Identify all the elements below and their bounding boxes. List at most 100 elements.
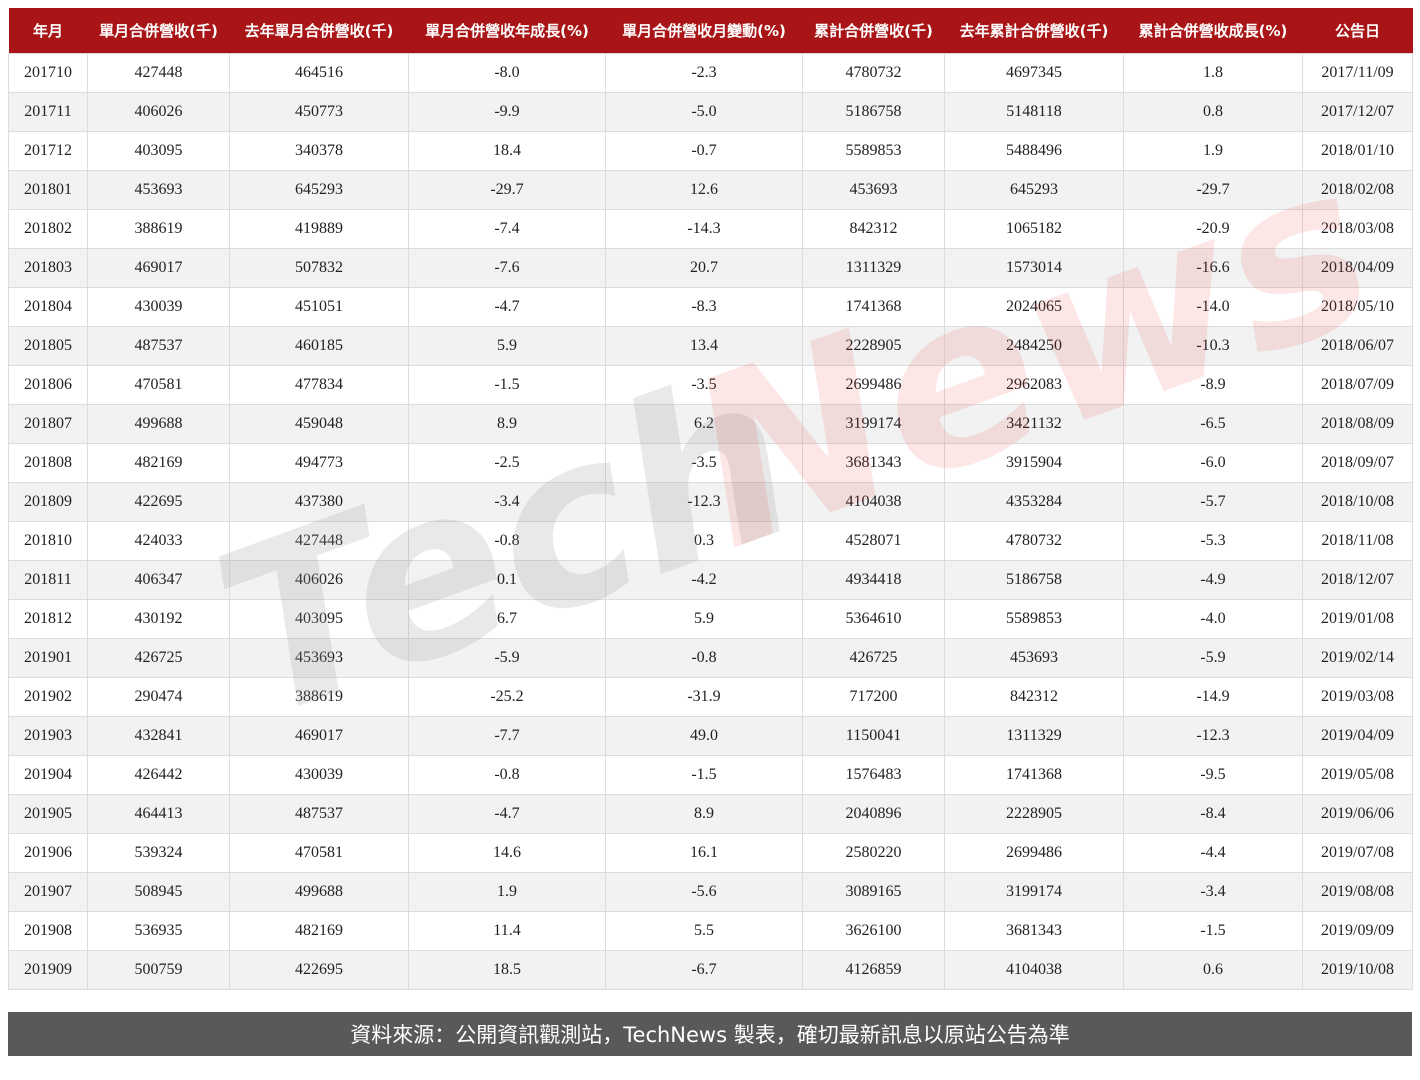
table-cell: 470581 [87, 365, 230, 405]
table-row: 201903 432841 469017 -7.7 49.0 1150041 1311329… [8, 716, 1413, 756]
table-cell: -3.5 [605, 365, 803, 405]
table-cell: 1.9 [1123, 131, 1303, 171]
table-cell: 201809 [8, 482, 88, 522]
table-cell: 4528071 [802, 521, 945, 561]
table-row: 201804 430039 451051 -4.7 -8.3 1741368 2024065… [8, 287, 1413, 327]
table-cell: 2018/11/08 [1302, 521, 1413, 561]
table-cell: 3681343 [944, 911, 1124, 951]
table-cell: 427448 [87, 53, 230, 93]
table-cell: 451051 [229, 287, 409, 327]
table-cell: 1311329 [944, 716, 1124, 756]
table-cell: 388619 [229, 677, 409, 717]
table-cell: 469017 [87, 248, 230, 288]
table-row: 201803 469017 507832 -7.6 20.7 1311329 1573014… [8, 248, 1413, 288]
table-cell: 201803 [8, 248, 88, 288]
table-cell: 340378 [229, 131, 409, 171]
table-cell: -1.5 [408, 365, 606, 405]
table-cell: 4697345 [944, 53, 1124, 93]
table-cell: 842312 [802, 209, 945, 249]
table-cell: -0.8 [408, 521, 606, 561]
table-cell: 290474 [87, 677, 230, 717]
table-cell: 5186758 [802, 92, 945, 132]
table-cell: 1065182 [944, 209, 1124, 249]
table-cell: 422695 [229, 950, 409, 990]
table-cell: 2018/07/09 [1302, 365, 1413, 405]
table-cell: 3199174 [802, 404, 945, 444]
table-cell: 2228905 [802, 326, 945, 366]
table-cell: 12.6 [605, 170, 803, 210]
table-cell: 4126859 [802, 950, 945, 990]
table-cell: -4.0 [1123, 599, 1303, 639]
table-cell: 201904 [8, 755, 88, 795]
table-cell: 2018/05/10 [1302, 287, 1413, 327]
table-cell: -29.7 [1123, 170, 1303, 210]
table-cell: 1576483 [802, 755, 945, 795]
table-cell: 2580220 [802, 833, 945, 873]
table-cell: -8.4 [1123, 794, 1303, 834]
table-cell: 406026 [229, 560, 409, 600]
table-cell: 2019/02/14 [1302, 638, 1413, 678]
table-cell: 2019/06/06 [1302, 794, 1413, 834]
table-cell: 2019/04/09 [1302, 716, 1413, 756]
table-cell: -0.7 [605, 131, 803, 171]
table-cell: 403095 [229, 599, 409, 639]
table-cell: 2040896 [802, 794, 945, 834]
table-cell: 499688 [229, 872, 409, 912]
table-cell: 201903 [8, 716, 88, 756]
table-cell: 426725 [802, 638, 945, 678]
table-cell: 426442 [87, 755, 230, 795]
table-cell: -14.0 [1123, 287, 1303, 327]
table-cell: 201805 [8, 326, 88, 366]
table-cell: 201712 [8, 131, 88, 171]
table-cell: 1741368 [802, 287, 945, 327]
table-cell: 14.6 [408, 833, 606, 873]
table-row: 201905 464413 487537 -4.7 8.9 2040896 2228905-… [8, 794, 1413, 834]
table-cell: 2962083 [944, 365, 1124, 405]
table-cell: 430192 [87, 599, 230, 639]
table-cell: 500759 [87, 950, 230, 990]
table-cell: 201811 [8, 560, 88, 600]
table-cell: -1.5 [1123, 911, 1303, 951]
table-cell: 201905 [8, 794, 88, 834]
table-cell: 201710 [8, 53, 88, 93]
column-header: 累計合併營收(千) [802, 8, 945, 54]
table-cell: 406026 [87, 92, 230, 132]
table-cell: 0.6 [1123, 950, 1303, 990]
table-cell: 2018/12/07 [1302, 560, 1413, 600]
table-row: 201907 508945 499688 1.9 -5.6 3089165 3199174-… [8, 872, 1413, 912]
table-cell: 430039 [229, 755, 409, 795]
table-cell: -2.5 [408, 443, 606, 483]
table-cell: 2018/02/08 [1302, 170, 1413, 210]
table-cell: 464516 [229, 53, 409, 93]
table-cell: 3681343 [802, 443, 945, 483]
table-cell: -2.3 [605, 53, 803, 93]
table-cell: 3626100 [802, 911, 945, 951]
table-cell: 201808 [8, 443, 88, 483]
table-cell: 2019/09/09 [1302, 911, 1413, 951]
table-cell: 1573014 [944, 248, 1124, 288]
table-cell: 2018/06/07 [1302, 326, 1413, 366]
table-cell: 13.4 [605, 326, 803, 366]
table-cell: -14.3 [605, 209, 803, 249]
table-cell: 4780732 [944, 521, 1124, 561]
table-cell: -20.9 [1123, 209, 1303, 249]
table-row: 201908 536935 482169 11.4 5.5 3626100 3681343-… [8, 911, 1413, 951]
table-cell: -12.3 [605, 482, 803, 522]
table-cell: 487537 [87, 326, 230, 366]
table-cell: 388619 [87, 209, 230, 249]
table-row: 201806 470581 477834 -1.5 -3.5 2699486 2962083… [8, 365, 1413, 405]
table-cell: 18.5 [408, 950, 606, 990]
table-cell: 18.4 [408, 131, 606, 171]
table-cell: 0.1 [408, 560, 606, 600]
table-cell: 482169 [87, 443, 230, 483]
table-cell: 16.1 [605, 833, 803, 873]
table-cell: 2018/03/08 [1302, 209, 1413, 249]
table-cell: 1741368 [944, 755, 1124, 795]
table-cell: -12.3 [1123, 716, 1303, 756]
column-header: 去年單月合併營收(千) [229, 8, 409, 54]
table-cell: -3.4 [1123, 872, 1303, 912]
table-cell: 2484250 [944, 326, 1124, 366]
table-cell: 645293 [944, 170, 1124, 210]
table-cell: 201906 [8, 833, 88, 873]
table-cell: 508945 [87, 872, 230, 912]
